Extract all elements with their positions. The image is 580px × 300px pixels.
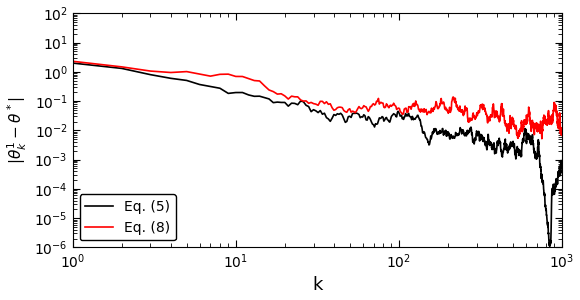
Eq. (5)	[541, 192, 548, 196]
X-axis label: k: k	[312, 276, 322, 294]
Y-axis label: $|\theta_k^1 - \theta^*|$: $|\theta_k^1 - \theta^*|$	[6, 97, 29, 164]
Eq. (8)	[538, 137, 545, 140]
Legend: Eq. (5), Eq. (8): Eq. (5), Eq. (8)	[79, 194, 176, 241]
Eq. (5)	[494, 141, 501, 145]
Eq. (8)	[532, 125, 539, 129]
Line: Eq. (5): Eq. (5)	[72, 63, 562, 246]
Eq. (8)	[542, 119, 549, 123]
Eq. (5)	[542, 207, 549, 210]
Eq. (5)	[559, 166, 566, 169]
Eq. (8)	[541, 118, 548, 122]
Eq. (5)	[532, 157, 539, 160]
Eq. (8)	[501, 115, 508, 118]
Eq. (5)	[69, 61, 76, 65]
Eq. (8)	[397, 110, 404, 114]
Line: Eq. (8): Eq. (8)	[72, 61, 562, 139]
Eq. (5)	[546, 244, 553, 248]
Eq. (8)	[559, 129, 566, 133]
Eq. (5)	[397, 114, 404, 118]
Eq. (8)	[494, 115, 501, 118]
Eq. (8)	[69, 59, 76, 63]
Eq. (5)	[501, 147, 508, 151]
